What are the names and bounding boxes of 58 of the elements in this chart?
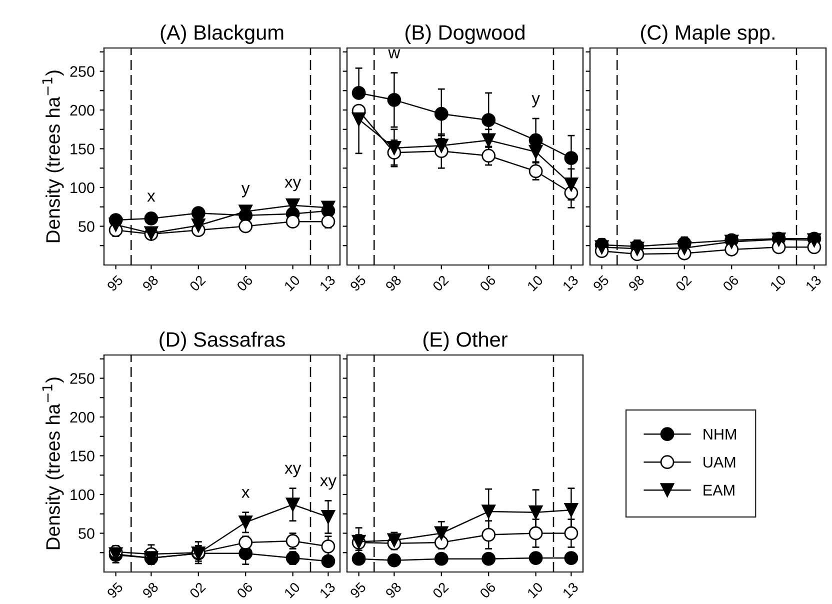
x-tick-label: 95	[592, 274, 610, 292]
x-tick-label: 98	[384, 274, 402, 292]
y-tick-label: 200	[70, 104, 94, 116]
x-tick-label: 06	[479, 274, 496, 292]
y-tick-label: 100	[70, 489, 94, 500]
x-tick-label: 95	[349, 274, 366, 292]
annotation: xy	[320, 477, 336, 490]
annotation: x	[242, 488, 250, 498]
y-axis-title: Density (trees ha$^{−1}$)	[42, 70, 64, 242]
annotation: w	[388, 49, 400, 58]
x-tick-label: 02	[189, 582, 206, 599]
x-tick-label: 10	[526, 582, 544, 598]
y-tick-label: 250	[70, 373, 94, 384]
y-tick-label: 250	[70, 66, 94, 77]
x-tick-label: 10	[770, 274, 787, 292]
annotation: xy	[284, 464, 302, 478]
chart-title: (D) Sassafras	[160, 332, 285, 351]
chart-title: (C) Maple spp.	[640, 24, 774, 44]
legend-label: EAM	[704, 484, 734, 496]
x-tick-label: 10	[284, 582, 301, 598]
x-tick-label: 02	[432, 582, 450, 599]
x-tick-label: 13	[805, 274, 822, 292]
y-tick-label: 200	[70, 412, 94, 423]
legend-label: UAM	[704, 456, 736, 468]
x-tick-label: 95	[349, 582, 366, 599]
x-tick-label: 95	[106, 582, 124, 599]
x-tick-label: 10	[284, 274, 301, 292]
x-tick-label: 02	[432, 274, 450, 292]
x-tick-label: 02	[675, 274, 692, 292]
x-tick-label: 10	[526, 274, 544, 292]
annotation: y	[241, 185, 250, 198]
y-tick-label: 150	[70, 144, 94, 154]
x-tick-label: 13	[319, 582, 336, 598]
x-tick-label: 06	[236, 582, 254, 599]
x-tick-label: 98	[628, 274, 645, 292]
x-tick-label: 13	[319, 274, 336, 292]
x-tick-label: 02	[189, 274, 206, 292]
y-tick-label: 150	[70, 450, 94, 462]
x-tick-label: 06	[479, 582, 496, 599]
annotation: xy	[284, 178, 302, 192]
legend-label: NHM	[704, 428, 736, 440]
x-tick-label: 13	[562, 274, 579, 292]
annotation: y	[532, 95, 540, 108]
x-tick-label: 06	[722, 274, 740, 292]
annotation: x	[147, 192, 156, 202]
x-tick-label: 06	[236, 274, 254, 292]
x-tick-label: 95	[106, 274, 124, 292]
y-tick-label: 100	[70, 182, 94, 194]
chart-title: (E) Other	[423, 332, 508, 351]
chart-title: (B) Dogwood	[406, 24, 524, 44]
x-tick-label: 98	[142, 582, 159, 599]
x-tick-label: 98	[384, 582, 402, 599]
y-axis-title: Density (trees ha$^{−1}$)	[42, 378, 64, 550]
y-tick-label: 50	[78, 221, 94, 232]
chart-title: (A) Blackgum	[160, 24, 284, 44]
x-tick-label: 98	[142, 274, 159, 292]
x-tick-label: 13	[562, 582, 579, 598]
y-tick-label: 50	[78, 528, 94, 539]
